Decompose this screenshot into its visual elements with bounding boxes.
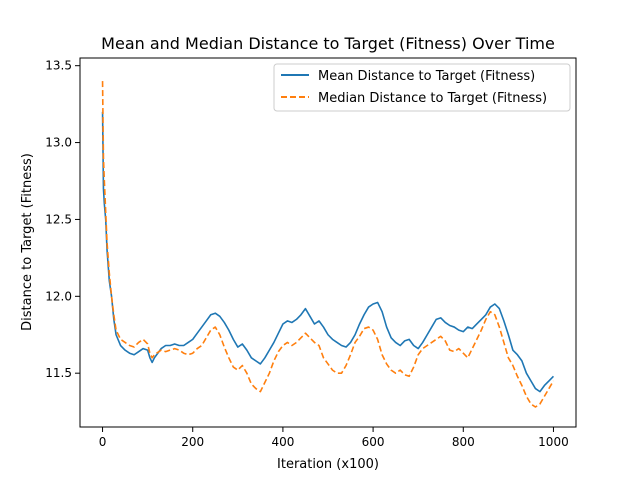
x-tick-label: 800: [452, 435, 475, 449]
y-tick-label: 13.0: [45, 136, 72, 150]
y-tick-label: 11.5: [45, 366, 72, 380]
y-axis: 11.5 12.0 12.5 13.0 13.5: [45, 59, 80, 380]
y-axis-label: Distance to Target (Fitness): [20, 153, 35, 331]
chart-title: Mean and Median Distance to Target (Fitn…: [101, 34, 555, 53]
series-line-mean: [101, 111, 555, 393]
x-axis: 0 200 400 600 800 1000: [99, 427, 569, 449]
series-line-median: [101, 81, 555, 408]
x-tick-label: 400: [271, 435, 294, 449]
x-tick-label: 200: [181, 435, 204, 449]
plot-area: [79, 57, 577, 428]
y-tick-label: 13.5: [45, 59, 72, 73]
y-tick-label: 12.0: [45, 289, 72, 303]
x-tick-label: 600: [362, 435, 385, 449]
legend-label-median: Median Distance to Target (Fitness): [318, 91, 547, 106]
y-tick-label: 12.5: [45, 212, 72, 226]
x-axis-label: Iteration (x100): [277, 457, 379, 472]
x-tick-label: 1000: [538, 435, 569, 449]
plot-frame: [79, 57, 577, 428]
legend-box: [273, 63, 571, 112]
legend: Mean Distance to Target (Fitness) Median…: [273, 63, 571, 112]
legend-label-mean: Mean Distance to Target (Fitness): [318, 69, 535, 84]
series-lines: [101, 81, 555, 408]
x-tick-label: 0: [99, 435, 107, 449]
